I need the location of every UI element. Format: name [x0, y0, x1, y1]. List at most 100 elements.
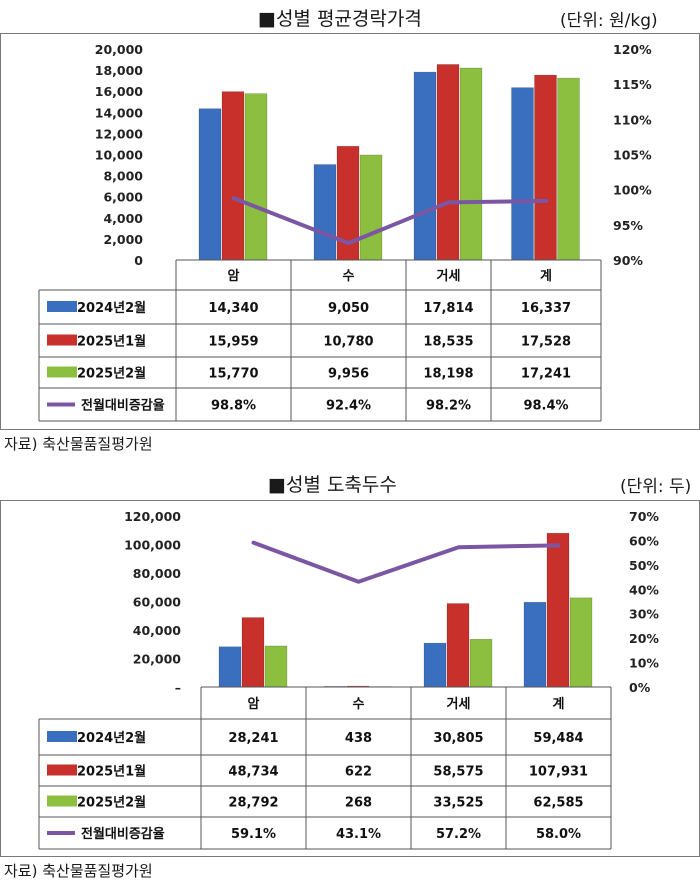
- data-label: 98.8%: [211, 399, 256, 414]
- data-label: 28,792: [228, 796, 278, 811]
- data-label: 98.4%: [523, 399, 568, 414]
- y2-tick-label: 70%: [629, 509, 659, 524]
- data-label: 15,959: [208, 335, 258, 350]
- chart1-title: ■성별 평균경락가격: [258, 4, 422, 31]
- category-label: 계: [540, 269, 552, 284]
- y-tick-label: 40,000: [133, 623, 182, 638]
- data-label: 59.1%: [231, 827, 276, 842]
- data-label: 10,780: [323, 335, 373, 350]
- bar: [460, 68, 482, 260]
- bar: [558, 78, 580, 260]
- legend-label: 2025년2월: [77, 366, 146, 382]
- y-tick-label: 14,000: [95, 105, 144, 120]
- y-tick-label: 8,000: [103, 169, 143, 184]
- bar: [470, 639, 492, 687]
- y-tick-label: 0: [134, 253, 143, 268]
- legend-key: [47, 731, 77, 742]
- data-label: 17,814: [423, 301, 473, 316]
- y2-tick-label: 115%: [613, 77, 652, 92]
- data-label: 9,956: [328, 367, 369, 382]
- category-label: 암: [228, 268, 240, 284]
- bar: [414, 72, 436, 260]
- y-tick-label: 2,000: [103, 232, 143, 247]
- chart1-source: 자료) 축산물품질평가원: [4, 433, 153, 454]
- legend-label: 2025년2월: [77, 795, 146, 811]
- data-label: 30,805: [433, 731, 483, 746]
- data-label: 98.2%: [426, 399, 471, 414]
- y2-tick-label: 120%: [613, 42, 652, 57]
- y2-tick-label: 90%: [613, 253, 643, 268]
- y2-tick-label: 20%: [629, 631, 659, 646]
- y2-tick-label: 10%: [629, 656, 659, 671]
- data-label: 9,050: [328, 301, 369, 316]
- legend-label: 전월대비증감율: [81, 826, 165, 842]
- y-tick-label: 18,000: [95, 63, 144, 78]
- data-label: 438: [345, 731, 372, 746]
- bar: [360, 155, 382, 260]
- data-label: 17,528: [521, 335, 571, 350]
- y-tick-label: 6,000: [103, 190, 143, 205]
- category-label: 암: [248, 696, 260, 712]
- bar: [570, 598, 592, 687]
- data-label: 18,198: [423, 367, 473, 382]
- y-tick-label: 20,000: [95, 42, 144, 57]
- line-series: [234, 198, 547, 243]
- chart2-svg: 120,000100,00080,00060,00040,00020,000–7…: [1, 501, 699, 856]
- y2-tick-label: 100%: [613, 183, 652, 198]
- chart2-unit: (단위: 두): [620, 472, 691, 497]
- bar: [524, 602, 546, 687]
- data-label: 622: [345, 765, 372, 780]
- data-label: 28,241: [228, 731, 278, 746]
- data-label: 268: [345, 796, 372, 811]
- bar: [424, 643, 446, 687]
- bar: [245, 94, 267, 260]
- y-tick-label: 10,000: [95, 148, 144, 163]
- y2-tick-label: 0%: [629, 680, 651, 695]
- bar: [242, 618, 264, 687]
- category-label: 수: [343, 269, 355, 284]
- legend-label: 2024년2월: [77, 300, 146, 316]
- legend-key: [47, 335, 77, 346]
- bar: [512, 88, 534, 260]
- bar: [265, 646, 287, 687]
- y-tick-label: 60,000: [133, 595, 182, 610]
- y2-tick-label: 30%: [629, 607, 659, 622]
- data-label: 57.2%: [436, 827, 481, 842]
- data-label: 48,734: [228, 765, 278, 780]
- data-label: 15,770: [208, 367, 258, 382]
- y-tick-label: 80,000: [133, 566, 182, 581]
- legend-key: [47, 796, 77, 807]
- bar: [535, 75, 557, 260]
- y2-tick-label: 95%: [613, 218, 643, 233]
- chart1-svg: 20,00018,00016,00014,00012,00010,0008,00…: [1, 34, 699, 429]
- bar: [222, 92, 244, 260]
- y-tick-label: 20,000: [133, 652, 182, 667]
- category-label: 거세: [447, 697, 471, 712]
- y-tick-label: 16,000: [95, 84, 144, 99]
- legend-label: 전월대비증감율: [81, 398, 165, 414]
- category-label: 수: [353, 697, 365, 712]
- legend-label: 2025년1월: [77, 334, 146, 350]
- legend-key: [47, 301, 77, 312]
- bar: [314, 165, 336, 260]
- y2-tick-label: 105%: [613, 148, 652, 163]
- data-label: 43.1%: [336, 827, 381, 842]
- data-label: 58.0%: [536, 827, 581, 842]
- data-label: 107,931: [529, 765, 588, 780]
- bar: [219, 647, 241, 687]
- data-label: 92.4%: [326, 399, 371, 414]
- data-label: 62,585: [533, 796, 583, 811]
- data-label: 16,337: [521, 301, 571, 316]
- y2-tick-label: 50%: [629, 558, 659, 573]
- data-label: 18,535: [423, 335, 473, 350]
- legend-key: [47, 367, 77, 378]
- data-label: 59,484: [533, 731, 583, 746]
- bar: [547, 533, 569, 687]
- category-label: 거세: [437, 269, 461, 284]
- data-label: 17,241: [521, 367, 571, 382]
- bar: [437, 64, 459, 260]
- y-tick-label: 120,000: [124, 509, 181, 524]
- y2-tick-label: 110%: [613, 112, 652, 127]
- y-tick-label: 100,000: [124, 538, 181, 553]
